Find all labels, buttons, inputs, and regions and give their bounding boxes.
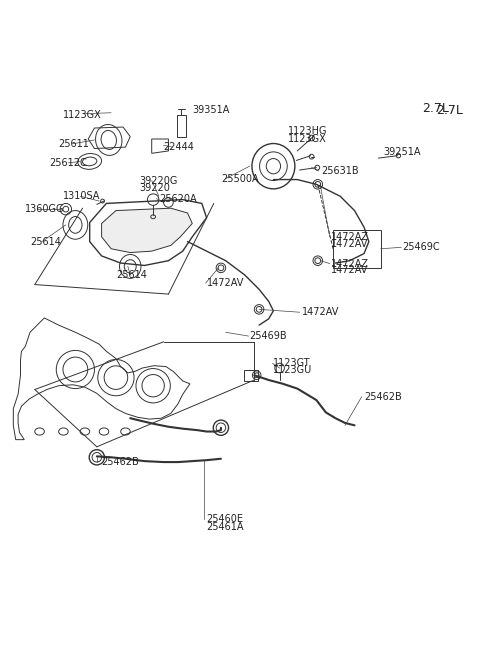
Text: 1472AZ: 1472AZ xyxy=(331,259,369,269)
Text: 1123GX: 1123GX xyxy=(63,110,102,120)
Text: 1472AZ: 1472AZ xyxy=(331,232,369,242)
Text: 25631B: 25631B xyxy=(321,166,359,176)
Polygon shape xyxy=(88,127,130,149)
Text: 1123GX: 1123GX xyxy=(288,134,326,144)
Text: 25460E: 25460E xyxy=(206,514,243,525)
Text: 39220G: 39220G xyxy=(140,176,178,185)
Text: 25620A: 25620A xyxy=(159,194,196,204)
Text: 1123GU: 1123GU xyxy=(274,365,312,375)
Bar xyxy=(244,371,258,381)
Text: 25462B: 25462B xyxy=(102,457,139,467)
Bar xyxy=(333,230,381,268)
Text: 1472AV: 1472AV xyxy=(206,278,244,288)
Text: 22444: 22444 xyxy=(164,142,194,152)
Text: 39351A: 39351A xyxy=(192,105,229,115)
Text: 25462B: 25462B xyxy=(364,392,402,402)
Text: 25612C: 25612C xyxy=(49,158,87,168)
Bar xyxy=(177,115,186,137)
Text: 25461A: 25461A xyxy=(206,521,244,531)
Text: 2.7L: 2.7L xyxy=(436,104,463,117)
Text: 1472AV: 1472AV xyxy=(331,238,368,248)
Text: 39220: 39220 xyxy=(140,183,171,193)
Text: 1310SA: 1310SA xyxy=(63,191,101,201)
Text: 1472AV: 1472AV xyxy=(331,265,368,275)
Polygon shape xyxy=(152,139,168,153)
Text: 25469C: 25469C xyxy=(402,242,440,252)
Text: 1360GG: 1360GG xyxy=(25,204,65,214)
Polygon shape xyxy=(13,318,190,440)
Text: 2.7L: 2.7L xyxy=(422,102,449,115)
Text: 25614: 25614 xyxy=(30,236,61,246)
Polygon shape xyxy=(90,200,206,265)
Text: 1472AV: 1472AV xyxy=(302,307,339,317)
Text: 25469B: 25469B xyxy=(250,331,287,341)
Text: 1123HG: 1123HG xyxy=(288,126,327,136)
Text: 25500A: 25500A xyxy=(221,174,259,183)
Text: 25611: 25611 xyxy=(59,139,90,149)
Text: 1123GT: 1123GT xyxy=(274,358,311,368)
Text: 39251A: 39251A xyxy=(383,147,420,157)
Text: 25614: 25614 xyxy=(116,270,147,280)
Polygon shape xyxy=(102,208,192,253)
